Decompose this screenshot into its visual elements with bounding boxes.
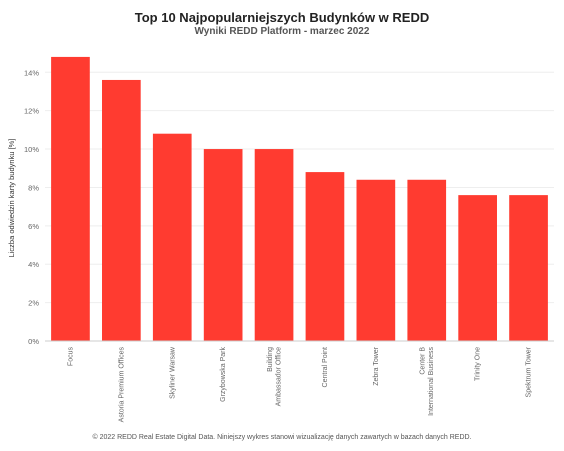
y-tick-label: 2% bbox=[28, 299, 39, 308]
x-tick-label: Skyliner Warsaw bbox=[169, 346, 176, 399]
bar bbox=[305, 172, 345, 341]
y-tick-label: 4% bbox=[28, 260, 39, 269]
chart-title: Top 10 Najpopularniejszych Budynków w RE… bbox=[134, 10, 430, 25]
x-axis-labels: Focus Astoria Premium Offices Skyliner War… bbox=[67, 346, 532, 422]
bar bbox=[407, 179, 447, 341]
footer-copyright: © 2022 REDD Real Estate Digital Data. Ni… bbox=[92, 434, 472, 441]
y-axis-ticks: 0% 2% 4% 6% 8% 10% 12% 14% bbox=[24, 68, 39, 346]
bar bbox=[356, 179, 396, 341]
y-tick-label: 6% bbox=[28, 222, 39, 231]
x-tick-label: Central Point bbox=[322, 347, 329, 388]
x-tick-label: Astoria Premium Offices bbox=[118, 347, 125, 423]
bar bbox=[254, 149, 294, 341]
x-tick-label: Ambassador OfficeBuilding bbox=[267, 347, 283, 407]
bar bbox=[51, 56, 90, 341]
bar bbox=[458, 195, 497, 341]
y-tick-label: 12% bbox=[24, 107, 39, 116]
y-axis-label: Liczba odwiedzin karty budynku [%] bbox=[7, 139, 16, 258]
bar bbox=[203, 149, 243, 341]
x-tick-label: Spektrum Tower bbox=[526, 346, 533, 397]
x-tick-label: Grzybowska Park bbox=[220, 347, 227, 402]
x-tick-label: Focus bbox=[67, 347, 74, 367]
x-tick-label: International BusinessCenter B bbox=[420, 347, 436, 416]
bar bbox=[509, 195, 548, 341]
x-tick-label: Zebra Tower bbox=[373, 346, 380, 385]
y-tick-label: 10% bbox=[24, 145, 39, 154]
bars bbox=[51, 56, 548, 342]
bar bbox=[102, 79, 141, 342]
x-tick-label: Trinity One bbox=[475, 347, 482, 381]
y-tick-label: 8% bbox=[28, 183, 39, 192]
y-tick-label: 14% bbox=[24, 68, 39, 77]
y-tick-label: 0% bbox=[28, 337, 39, 346]
chart-subtitle: Wyniki REDD Platform - marzec 2022 bbox=[194, 26, 370, 37]
bar bbox=[152, 133, 192, 341]
